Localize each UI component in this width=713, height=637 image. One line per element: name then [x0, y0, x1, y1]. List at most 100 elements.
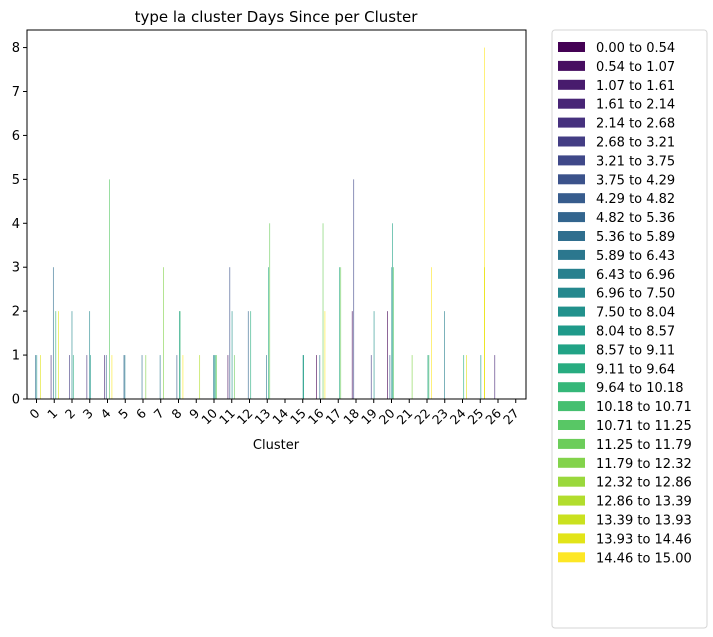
- bar-cluster-5-range-9: [123, 355, 125, 399]
- legend-label: 1.07 to 1.61: [596, 79, 675, 94]
- legend-label: 2.68 to 3.21: [596, 136, 675, 151]
- y-tick-label: 5: [12, 173, 20, 188]
- bar-cluster-25-range-26: [484, 267, 485, 399]
- bar-cluster-13-range-17: [268, 267, 269, 399]
- legend-frame: [551, 29, 708, 629]
- bar-cluster-1-range-3: [50, 355, 52, 399]
- bar-cluster-4-range-3: [104, 355, 105, 399]
- bar-cluster-2-range-17: [72, 355, 74, 399]
- legend-label: 13.39 to 13.93: [596, 514, 692, 529]
- x-tick-label: 8: [168, 405, 184, 421]
- bar-cluster-9-range-24: [199, 355, 201, 399]
- bar-cluster-20-range-0: [387, 311, 388, 399]
- bar-cluster-1-range-18: [55, 311, 57, 399]
- legend-swatch: [558, 325, 585, 336]
- bar-cluster-5-range-12: [124, 355, 126, 399]
- bar-cluster-22-range-16: [427, 355, 429, 399]
- bar-cluster-0-range-10: [35, 355, 36, 399]
- bar-cluster-23-range-12: [444, 311, 445, 399]
- bar-cluster-13-range-21: [269, 223, 271, 399]
- bar-cluster-16-range-0: [316, 355, 317, 399]
- y-tick-label: 8: [12, 41, 20, 56]
- legend-swatch: [558, 212, 585, 223]
- legend-label: 1.61 to 2.14: [596, 98, 675, 113]
- bar-cluster-26-range-3: [494, 355, 496, 399]
- legend-label: 9.11 to 9.64: [596, 362, 675, 377]
- legend-swatch: [558, 344, 585, 355]
- bar-cluster-8-range-18: [179, 311, 181, 399]
- bar-cluster-18-range-1: [351, 311, 353, 399]
- bar-cluster-20-range-14: [391, 267, 393, 399]
- legend-label: 0.54 to 1.07: [596, 60, 675, 75]
- bar-cluster-25-range-15: [480, 355, 482, 399]
- bar-cluster-2-range-13: [71, 311, 73, 399]
- bar-cluster-11-range-14: [231, 311, 233, 399]
- bar-cluster-7-range-11: [159, 355, 161, 399]
- bar-cluster-8-range-16: [179, 311, 180, 399]
- legend-swatch: [558, 60, 585, 71]
- y-tick-label: 7: [12, 85, 20, 100]
- bar-cluster-4-range-27: [111, 355, 113, 399]
- bar-cluster-6-range-10: [141, 355, 143, 399]
- legend-label: 4.29 to 4.82: [596, 192, 675, 207]
- bar-cluster-16-range-21: [322, 223, 324, 399]
- bar-cluster-10-range-21: [216, 355, 217, 399]
- x-tick-label: 27: [500, 406, 522, 428]
- bar-cluster-17-range-21: [340, 267, 342, 399]
- legend-swatch: [558, 533, 585, 544]
- legend-swatch: [558, 42, 585, 52]
- legend-swatch: [558, 438, 585, 449]
- legend-swatch: [558, 268, 585, 279]
- legend-swatch: [558, 249, 585, 260]
- bar-cluster-1-range-26: [58, 311, 59, 399]
- legend-label: 3.21 to 3.75: [596, 154, 675, 169]
- legend-label: 7.50 to 8.04: [596, 306, 675, 321]
- legend-swatch: [558, 476, 585, 487]
- bar-cluster-0-range-26: [40, 355, 41, 399]
- legend-label: 10.18 to 10.71: [596, 400, 692, 415]
- legend-label: 10.71 to 11.25: [596, 419, 692, 434]
- legend-swatch: [558, 136, 585, 147]
- bar-cluster-4-range-20: [109, 179, 110, 399]
- bar-cluster-4-range-9: [105, 355, 107, 399]
- y-tick-label: 4: [12, 217, 20, 232]
- legend-swatch: [558, 155, 585, 166]
- y-tick-label: 3: [12, 261, 20, 276]
- bar-cluster-3-range-13: [89, 311, 91, 399]
- bar-cluster-1-range-10: [52, 267, 54, 399]
- legend-label: 9.64 to 10.18: [596, 381, 683, 396]
- bar-cluster-10-range-14: [214, 355, 215, 399]
- bar-cluster-11-range-21: [233, 355, 235, 399]
- plot-area-frame: [26, 29, 527, 400]
- bar-cluster-24-range-17: [463, 355, 465, 399]
- x-tick-label: 1: [44, 406, 60, 422]
- x-tick-label: 3: [80, 406, 96, 422]
- x-tick-label: 4: [97, 405, 113, 421]
- bar-cluster-6-range-22: [145, 355, 147, 399]
- x-tick-label: 2: [62, 406, 78, 422]
- legend-label: 6.96 to 7.50: [596, 287, 675, 302]
- bar-cluster-11-range-1: [227, 355, 229, 399]
- y-tick-label: 2: [12, 305, 20, 320]
- legend-label: 3.75 to 4.29: [596, 173, 675, 188]
- bar-cluster-19-range-5: [370, 355, 372, 399]
- bar-cluster-12-range-17: [250, 311, 252, 399]
- legend-label: 12.32 to 12.86: [596, 476, 692, 491]
- x-axis-label: Cluster: [253, 438, 300, 453]
- bar-cluster-0-range-14: [36, 355, 38, 399]
- legend-swatch: [558, 552, 585, 563]
- bar-cluster-3-range-4: [86, 355, 88, 399]
- bar-cluster-15-range-14: [302, 355, 304, 399]
- bar-cluster-20-range-20: [393, 267, 394, 399]
- bar-cluster-11-range-7: [229, 267, 231, 399]
- legend-label: 5.89 to 6.43: [596, 249, 675, 264]
- legend-swatch: [558, 457, 585, 468]
- legend-label: 11.79 to 12.32: [596, 457, 692, 472]
- legend-label: 5.36 to 5.89: [596, 230, 675, 245]
- legend-label: 0.00 to 0.54: [596, 41, 675, 56]
- legend-swatch: [558, 382, 585, 393]
- legend-swatch: [558, 174, 585, 185]
- bar-cluster-7-range-22: [163, 267, 164, 399]
- y-tick-label: 1: [12, 349, 20, 364]
